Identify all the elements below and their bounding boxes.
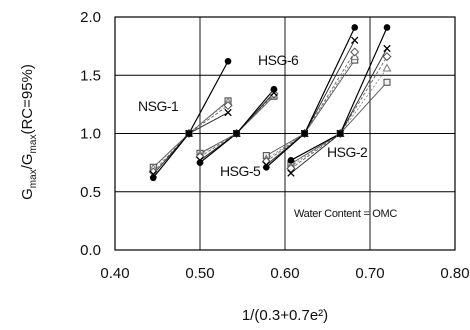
x-tick-label: 0.80	[440, 265, 469, 282]
y-tick-label: 0.0	[80, 242, 101, 259]
series-line-triangle-open	[290, 67, 388, 167]
marker-circle	[383, 24, 391, 31]
marker-circle	[149, 174, 157, 182]
marker-circle	[233, 130, 240, 137]
marker-x	[383, 44, 391, 53]
x-tick-label: 0.40	[100, 265, 129, 282]
group-label-hsg-2: HSG-2	[327, 144, 368, 160]
marker-circle	[287, 156, 295, 164]
series-line-circle	[290, 27, 388, 161]
marker-circle	[270, 85, 278, 93]
x-tick-label: 0.70	[355, 265, 384, 282]
marker-circle	[351, 24, 359, 31]
series-line-triangle-open	[199, 94, 275, 155]
marker-square-open	[383, 78, 391, 86]
group-label-nsg-1: NSG-1	[138, 98, 179, 114]
y-tick-label: 1.5	[80, 67, 101, 84]
marker-circle	[224, 57, 232, 65]
series-line-x	[152, 112, 229, 175]
group-label-hsg-5: HSG-5	[220, 163, 261, 179]
marker-diamond-open	[269, 89, 279, 99]
marker-circle	[185, 130, 193, 137]
marker-diamond-open	[382, 52, 392, 62]
y-tick-label: 2.0	[80, 9, 101, 26]
marker-circle	[301, 130, 308, 137]
y-tick-label: 1.0	[80, 126, 101, 143]
marker-x	[351, 36, 359, 44]
tick-labels: 0.40 0.50 0.60 0.70 0.80 0.0 0.5 1.0 1.5 2.0	[80, 9, 469, 282]
x-tick-label: 0.50	[185, 265, 214, 282]
marker-x	[287, 169, 295, 177]
x-tick-label: 0.60	[270, 265, 299, 282]
marker-diamond-open	[350, 47, 360, 57]
marker-circle	[196, 159, 204, 166]
marker-circle	[263, 163, 270, 171]
marker-triangle-open	[382, 63, 392, 72]
marker-circle	[336, 130, 344, 137]
marker-diamond-open	[223, 101, 233, 111]
annotation-water-content: Water Content = OMC	[294, 208, 397, 220]
y-tick-label: 0.5	[80, 184, 101, 201]
series-line-square-open	[266, 59, 356, 157]
group-label-hsg-6: HSG-6	[258, 52, 299, 68]
y-axis-label: Gmax/Gmax(RC=95%)	[19, 64, 39, 200]
plot-area	[114, 16, 456, 251]
x-axis-label: 1/(0.3+0.7e²)	[242, 307, 328, 324]
series-markers	[148, 24, 392, 182]
marker-x	[224, 108, 232, 117]
